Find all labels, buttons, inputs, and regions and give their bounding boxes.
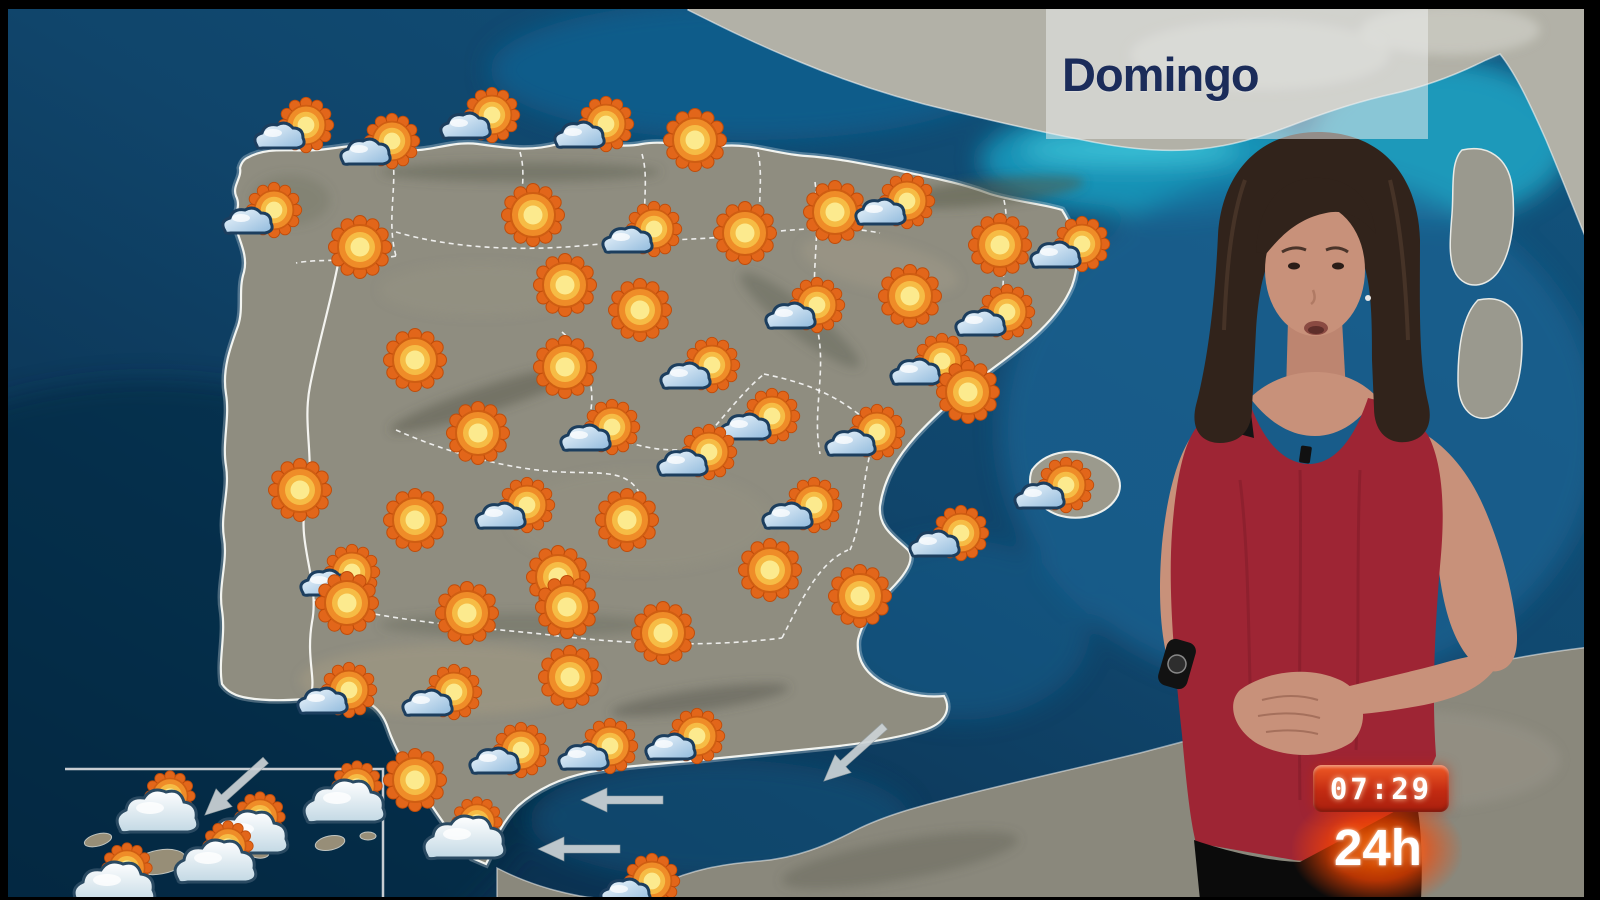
presenter-right-forearm — [1334, 655, 1500, 715]
presenter-face — [1265, 204, 1365, 336]
hair-highlights — [1222, 179, 1410, 341]
frame-bar-left — [0, 0, 8, 900]
earring — [1365, 295, 1371, 301]
day-label: Domingo — [1062, 47, 1260, 101]
presenter-bangs — [1256, 177, 1376, 254]
canary-inset-border — [65, 767, 385, 900]
face-features — [1281, 246, 1371, 335]
frame-bar-top — [0, 0, 1600, 9]
clock-time: 07:29 — [1329, 771, 1433, 806]
day-label-panel: Domingo — [1046, 9, 1428, 139]
sardinia-island — [1457, 298, 1523, 419]
clock-badge: 07:29 — [1313, 765, 1449, 812]
presenter — [1158, 132, 1518, 900]
finger-lines — [1257, 695, 1321, 735]
channel-logo: 24h — [1334, 819, 1422, 876]
presenter-right-arm — [1428, 436, 1518, 672]
presenter-chest — [1250, 372, 1376, 436]
corsica-island — [1449, 147, 1515, 286]
watch — [1158, 638, 1196, 690]
presenter-blouse — [1170, 398, 1443, 861]
clip-mic-icon — [1299, 445, 1312, 464]
frame-bar-bottom — [0, 897, 1600, 900]
frame-bar-right — [1584, 0, 1600, 900]
presenter-hair — [1194, 132, 1430, 443]
